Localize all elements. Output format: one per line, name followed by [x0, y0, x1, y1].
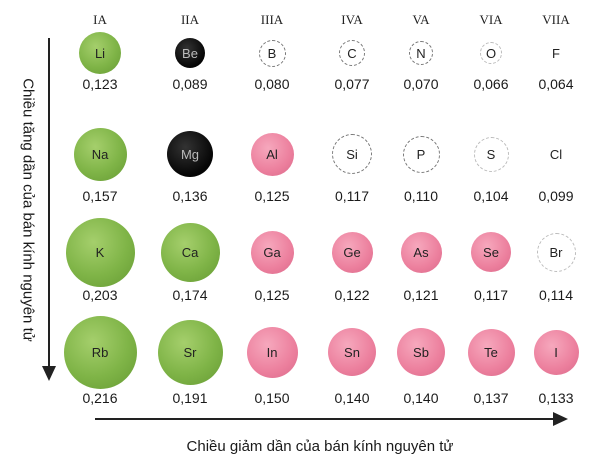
radius-value-ga: 0,125: [254, 287, 290, 303]
radius-value-s: 0,104: [473, 188, 509, 204]
radius-value-b: 0,080: [254, 76, 290, 92]
atom-se: Se: [471, 232, 511, 272]
atom-sn: Sn: [328, 328, 376, 376]
atom-rb: Rb: [63, 315, 137, 389]
radius-value-o: 0,066: [473, 76, 509, 92]
radius-value-cl: 0,099: [538, 188, 574, 204]
atom-ca: Ca: [160, 222, 220, 282]
radius-value-mg: 0,136: [172, 188, 208, 204]
atom-i: I: [533, 329, 579, 375]
radius-value-n: 0,070: [403, 76, 439, 92]
atom-ga: Ga: [250, 230, 294, 274]
atom-in: In: [246, 326, 298, 378]
group-label-iva: IVA: [341, 12, 363, 27]
atom-cl: Cl: [549, 146, 563, 162]
radius-value-i: 0,133: [538, 390, 574, 406]
radius-value-al: 0,125: [254, 188, 290, 204]
radius-value-be: 0,089: [172, 76, 208, 92]
radius-value-ca: 0,174: [172, 287, 208, 303]
atom-sb: Sb: [397, 328, 445, 376]
radius-value-as: 0,121: [403, 287, 439, 303]
vertical-axis-label: Chiều tăng dần của bán kính nguyên tử: [19, 78, 37, 342]
vertical-axis-line: [48, 38, 50, 370]
radius-value-f: 0,064: [538, 76, 574, 92]
group-label-viia: VIIA: [542, 12, 570, 27]
atom-f: F: [552, 45, 560, 61]
radius-value-sn: 0,140: [334, 390, 370, 406]
horizontal-axis-label: Chiều giảm dần của bán kính nguyên tử: [186, 438, 454, 455]
radius-value-si: 0,117: [335, 188, 369, 204]
radius-value-in: 0,150: [254, 390, 290, 406]
radius-value-p: 0,110: [404, 188, 438, 204]
radius-value-br: 0,114: [539, 287, 573, 303]
horizontal-axis-line: [95, 418, 557, 420]
atom-s: S: [473, 136, 509, 172]
atom-sr: Sr: [157, 319, 223, 385]
group-label-iiia: IIIA: [260, 12, 284, 27]
atom-na: Na: [73, 127, 127, 181]
radius-value-ge: 0,122: [334, 287, 370, 303]
atom-c: C: [339, 40, 365, 66]
radius-value-c: 0,077: [334, 76, 370, 92]
atom-be: Be: [175, 38, 205, 68]
group-label-iia: IIA: [180, 12, 200, 27]
atom-si: Si: [332, 134, 372, 174]
atom-al: Al: [250, 132, 294, 176]
radius-value-sr: 0,191: [172, 390, 208, 406]
group-label-va: VA: [412, 12, 430, 27]
group-label-ia: IA: [93, 12, 107, 27]
group-label-via: VIA: [479, 12, 503, 27]
atom-mg: Mg: [167, 131, 213, 177]
radius-value-na: 0,157: [82, 188, 118, 204]
atom-n: N: [409, 41, 433, 65]
radius-value-te: 0,137: [473, 390, 509, 406]
atom-li: Li: [79, 32, 121, 74]
radius-value-rb: 0,216: [82, 390, 118, 406]
atom-o: O: [480, 42, 502, 64]
radius-value-sb: 0,140: [403, 390, 439, 406]
atom-te: Te: [467, 328, 515, 376]
atom-br: Br: [536, 232, 576, 272]
atom-ge: Ge: [331, 231, 373, 273]
horizontal-axis-arrowhead: [553, 412, 568, 426]
radius-value-li: 0,123: [82, 76, 118, 92]
atom-b: B: [258, 39, 286, 67]
atom-as: As: [400, 231, 442, 273]
atom-p: P: [402, 135, 440, 173]
atom-k: K: [65, 217, 135, 287]
radius-value-se: 0,117: [474, 287, 508, 303]
vertical-axis-arrowhead: [42, 366, 56, 381]
radius-value-k: 0,203: [82, 287, 118, 303]
